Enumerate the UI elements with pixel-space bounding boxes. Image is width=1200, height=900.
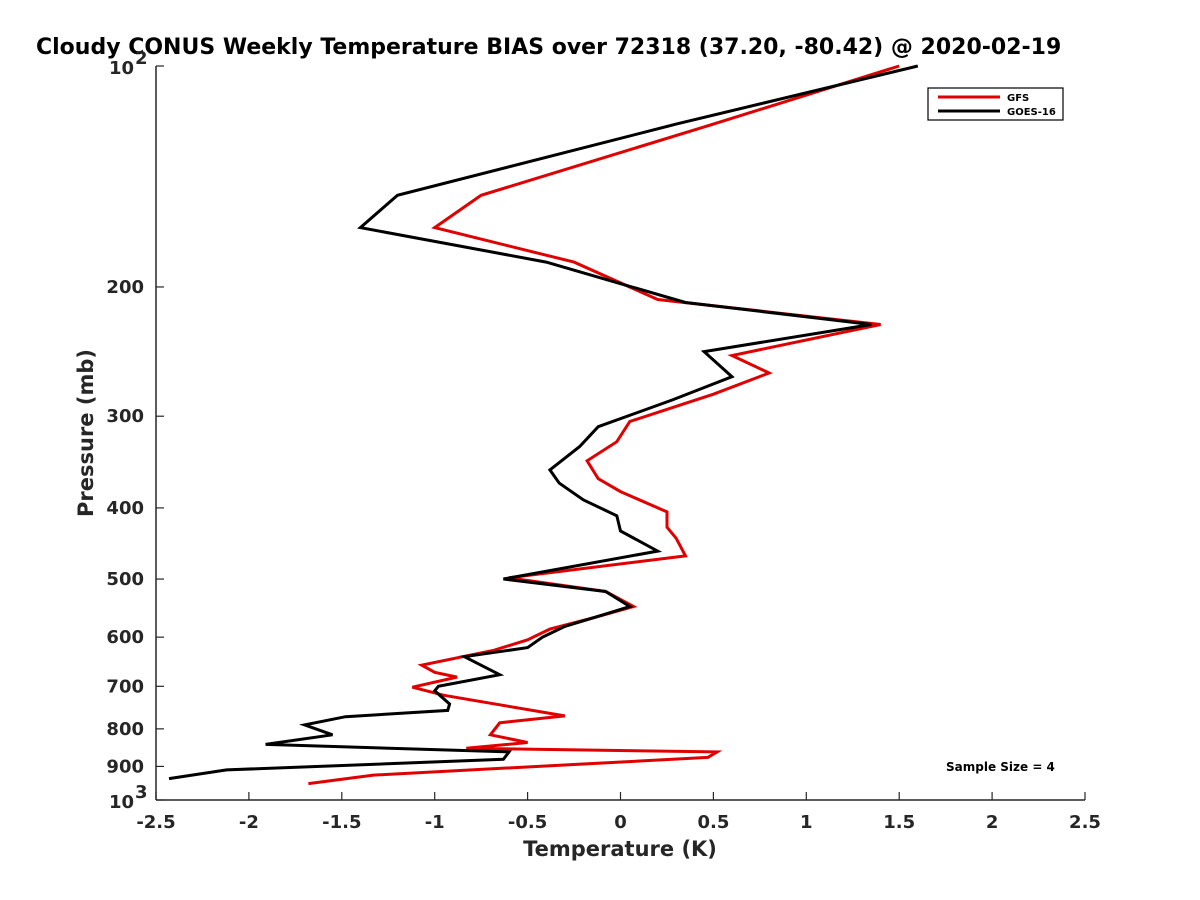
y-tick-label: 400: [106, 498, 144, 519]
x-tick-label: 1.5: [883, 812, 915, 833]
legend-box: [927, 87, 1064, 121]
y-tick-exponent: 2: [135, 48, 148, 69]
sample-size-annotation: Sample Size = 4: [946, 760, 1055, 774]
series-layer: [168, 64, 919, 786]
y-tick-label: 200: [106, 277, 144, 298]
y-tick-label: 500: [106, 569, 144, 590]
y-tick-label: 800: [106, 719, 144, 740]
x-tick-label: 0: [614, 812, 627, 833]
x-tick-label: -1.5: [322, 812, 361, 833]
legend-label: GOES-16: [1007, 107, 1056, 118]
x-tick-label: -1: [425, 812, 445, 833]
legend: GFS GOES-16: [927, 87, 1064, 121]
x-tick-label: 0.5: [697, 812, 729, 833]
y-tick-label: 600: [106, 627, 144, 648]
x-tick-label: -2: [239, 812, 259, 833]
y-axis-label: Pressure (mb): [74, 349, 98, 517]
series-line-goes-16: [168, 64, 919, 781]
y-tick-label: 10: [109, 792, 134, 813]
x-tick-label: -2.5: [136, 812, 175, 833]
x-tick-label: 1: [800, 812, 813, 833]
x-tick-label: 2: [986, 812, 999, 833]
chart-title: Cloudy CONUS Weekly Temperature BIAS ove…: [36, 35, 1061, 60]
x-axis-ticks: -2.5 -2 -1.5 -1 -0.5 0 0.5 1 1.5 2 2.5: [136, 792, 1101, 833]
y-tick-label: 900: [106, 756, 144, 777]
x-axis-label: Temperature (K): [523, 837, 717, 861]
x-tick-label: -0.5: [508, 812, 547, 833]
y-tick-label: 700: [106, 676, 144, 697]
x-tick-label: 2.5: [1069, 812, 1101, 833]
y-tick-exponent: 3: [135, 782, 148, 803]
legend-label: GFS: [1007, 93, 1029, 104]
y-tick-label: 10: [109, 58, 134, 79]
y-tick-label: 300: [106, 406, 144, 427]
plot-area: [155, 66, 1085, 801]
